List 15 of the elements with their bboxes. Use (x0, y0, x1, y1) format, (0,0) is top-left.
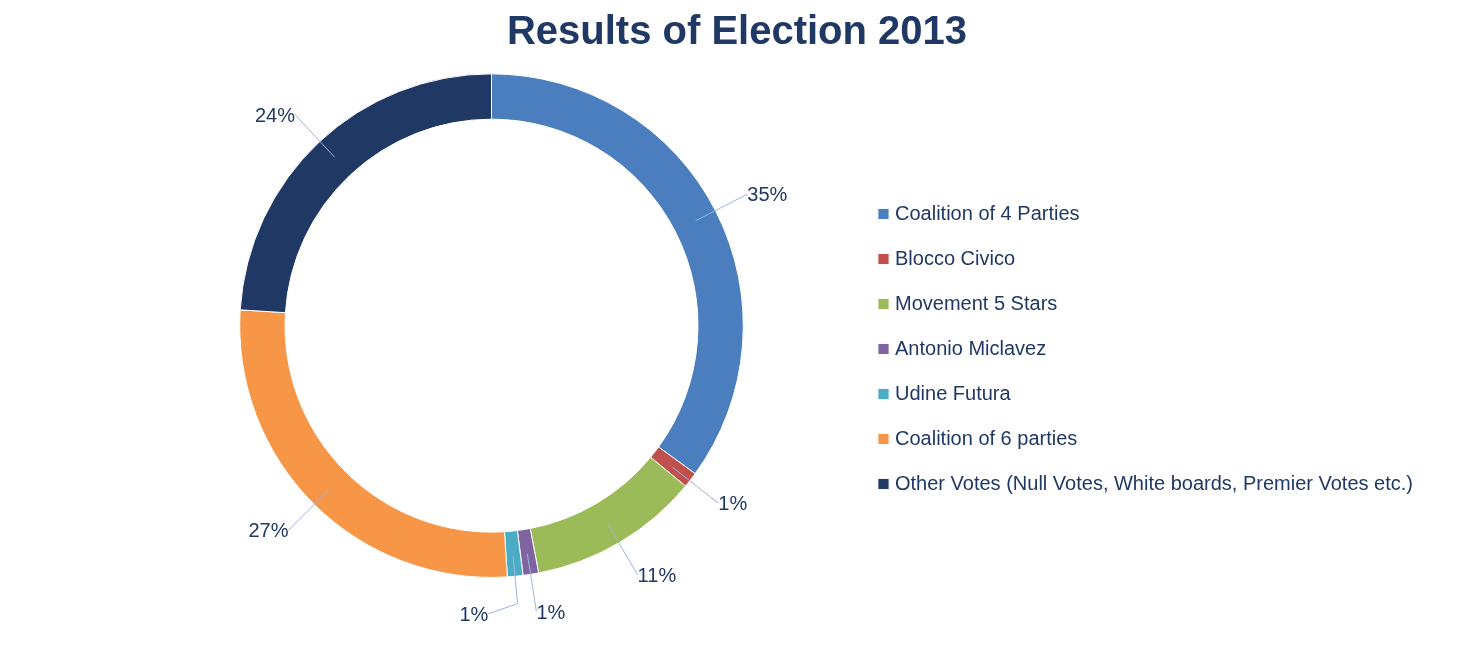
legend-label: Blocco Civico (895, 246, 1016, 270)
data-label: 35% (747, 183, 788, 206)
data-label: 27% (248, 519, 289, 542)
data-label: 24% (254, 103, 296, 126)
legend-label: Udine Futura (895, 381, 1011, 405)
legend-label: Antonio Miclavez (895, 336, 1047, 360)
data-label: 1% (536, 600, 566, 623)
chart-title: Results of Election 2013 (506, 7, 968, 52)
data-label: 1% (718, 492, 748, 515)
data-label: 1% (459, 602, 489, 625)
data-label: 11% (637, 563, 677, 586)
legend-label: Coalition of 6 parties (895, 426, 1078, 450)
legend-label: Movement 5 Stars (895, 291, 1058, 315)
legend-label: Other Votes (Null Votes, White boards, Premier Votes etc.) (895, 471, 1413, 495)
legend-label: Coalition of 4 Parties (895, 201, 1080, 225)
